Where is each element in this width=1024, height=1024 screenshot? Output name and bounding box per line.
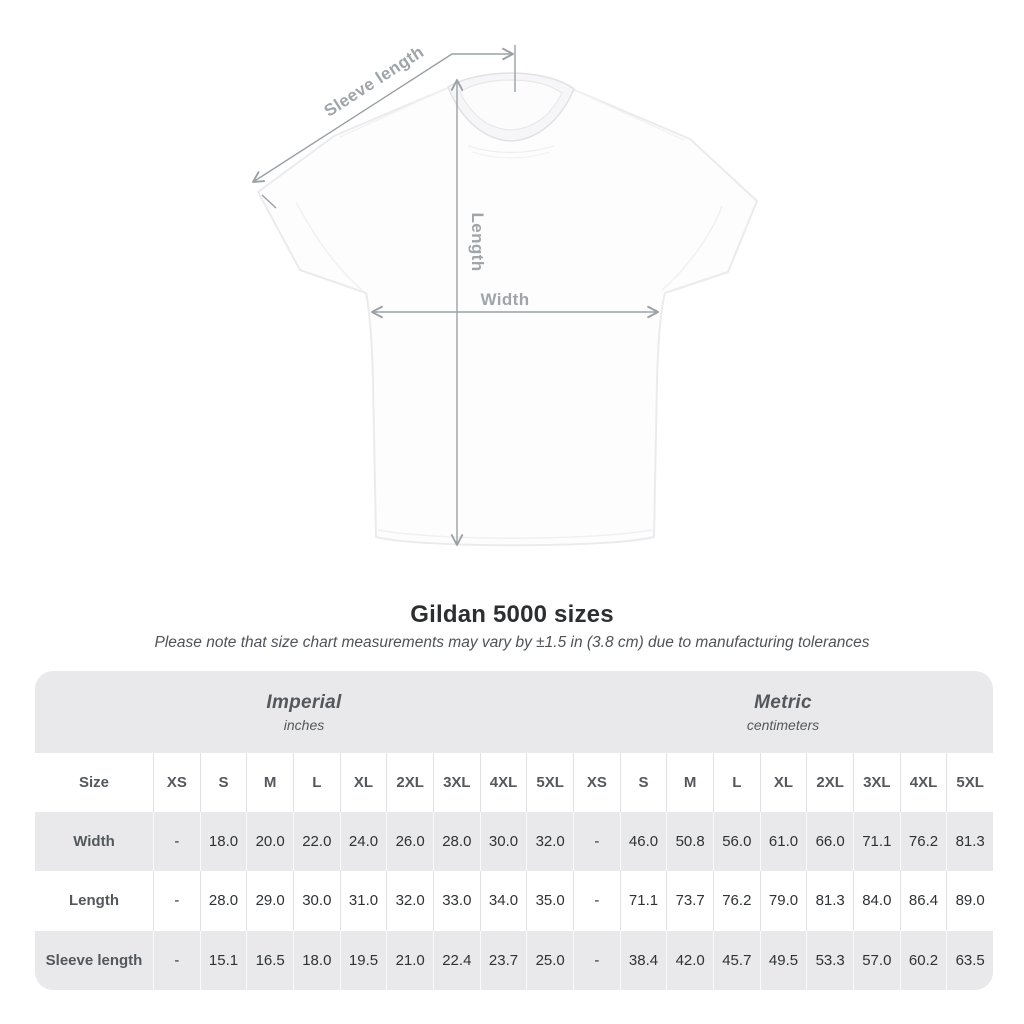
row-label-width: Width bbox=[73, 833, 115, 851]
table-cell: 21.0 bbox=[386, 930, 433, 990]
tshirt-graphic bbox=[257, 72, 758, 547]
table-cell: 33.0 bbox=[433, 871, 480, 931]
table-row-length: Length -28.0 29.0 30.0 31.0 32.0 33.0 34.0 35.0… bbox=[35, 871, 993, 931]
page-title: Gildan 5000 sizes bbox=[410, 601, 614, 628]
table-cell: 24.0 bbox=[339, 812, 387, 872]
table-cell: 81.3 bbox=[806, 871, 853, 931]
table-cell: 81.3 bbox=[946, 812, 993, 872]
table-cell: XS bbox=[153, 753, 200, 812]
table-cell: 45.7 bbox=[713, 930, 760, 990]
table-cell: 53.3 bbox=[806, 930, 853, 990]
table-cell: 5XL bbox=[946, 753, 993, 812]
size-table: Imperial inches Metric centimeters Size … bbox=[35, 671, 993, 990]
table-cell: 56.0 bbox=[713, 812, 760, 872]
table-cell: 25.0 bbox=[526, 930, 573, 990]
table-cell: - bbox=[153, 812, 200, 872]
table-cell: 18.0 bbox=[293, 930, 340, 990]
table-cell: - bbox=[573, 812, 620, 872]
length-label: Length bbox=[468, 212, 487, 271]
table-cell: 30.0 bbox=[479, 812, 527, 872]
table-cell: 2XL bbox=[806, 753, 853, 812]
table-cell: 23.7 bbox=[479, 930, 527, 990]
table-cell: XL bbox=[339, 753, 387, 812]
table-cell: 26.0 bbox=[386, 812, 433, 872]
table-cell: 73.7 bbox=[666, 871, 713, 931]
table-cell: 76.2 bbox=[713, 871, 760, 931]
table-cell: 34.0 bbox=[479, 871, 527, 931]
table-cell: 76.2 bbox=[899, 812, 947, 872]
table-cell: 3XL bbox=[853, 753, 900, 812]
table-cell: 71.1 bbox=[853, 812, 900, 872]
table-cell: L bbox=[713, 753, 760, 812]
table-cell: 57.0 bbox=[853, 930, 900, 990]
width-label: Width bbox=[480, 290, 529, 309]
unit-header-metric: Metric centimeters bbox=[573, 671, 993, 753]
table-cell: 35.0 bbox=[526, 871, 573, 931]
table-cell: 15.1 bbox=[199, 930, 247, 990]
table-cell: 84.0 bbox=[853, 871, 900, 931]
table-cell: 2XL bbox=[386, 753, 433, 812]
table-cell: 32.0 bbox=[386, 871, 433, 931]
table-cell: 20.0 bbox=[246, 812, 293, 872]
table-cell: 71.1 bbox=[619, 871, 667, 931]
table-cell: 28.0 bbox=[433, 812, 480, 872]
table-cell: 18.0 bbox=[199, 812, 247, 872]
table-cell: 86.4 bbox=[899, 871, 947, 931]
table-cell: S bbox=[199, 753, 247, 812]
table-cell: 89.0 bbox=[946, 871, 993, 931]
table-cell: 5XL bbox=[526, 753, 573, 812]
table-row-width: Width -18.0 20.0 22.0 24.0 26.0 28.0 30.0 32.0-… bbox=[35, 812, 993, 872]
table-cell: 28.0 bbox=[199, 871, 247, 931]
table-cell: - bbox=[573, 930, 620, 990]
table-cell: 61.0 bbox=[759, 812, 807, 872]
table-cell: L bbox=[293, 753, 340, 812]
table-cell: 66.0 bbox=[806, 812, 853, 872]
table-cell: 63.5 bbox=[946, 930, 993, 990]
table-cell: 4XL bbox=[899, 753, 947, 812]
table-cell: 22.0 bbox=[293, 812, 340, 872]
table-cell: 49.5 bbox=[759, 930, 807, 990]
table-cell: 60.2 bbox=[899, 930, 947, 990]
table-cell: M bbox=[246, 753, 293, 812]
row-label-sleeve-length: Sleeve length bbox=[45, 951, 143, 969]
table-cell: 3XL bbox=[433, 753, 480, 812]
table-cell: 42.0 bbox=[666, 930, 713, 990]
sleeve-tick-line bbox=[261, 194, 277, 209]
table-cell: 22.4 bbox=[433, 930, 480, 990]
sleeve-length-arrow bbox=[252, 47, 514, 183]
table-cell: S bbox=[619, 753, 667, 812]
page-subtitle: Please note that size chart measurements… bbox=[154, 634, 870, 651]
unit-name-imperial: Imperial bbox=[266, 691, 342, 713]
table-cell: 32.0 bbox=[526, 812, 573, 872]
tshirt-measurement-diagram: Sleeve length Length Width bbox=[252, 42, 758, 547]
table-cell: 29.0 bbox=[246, 871, 293, 931]
table-cell: XS bbox=[573, 753, 620, 812]
size-header-label: Size bbox=[78, 774, 109, 791]
table-cell: - bbox=[153, 930, 200, 990]
size-header-row: Size XS S M L XL 2XL 3XL 4XL 5XL XS S M L XL 2XL 3XL 4XL… bbox=[35, 753, 993, 812]
table-row-sleeve-length: Sleeve length -15.1 16.5 18.0 19.5 21.0 22.4 2… bbox=[35, 930, 993, 990]
unit-sub-centimeters: centimeters bbox=[746, 716, 820, 733]
table-cell: 50.8 bbox=[666, 812, 713, 872]
table-cell: - bbox=[153, 871, 200, 931]
table-cell: - bbox=[573, 871, 620, 931]
row-label-length: Length bbox=[69, 892, 119, 910]
table-cell: 4XL bbox=[479, 753, 527, 812]
table-cell: 38.4 bbox=[619, 930, 667, 990]
table-cell: XL bbox=[759, 753, 807, 812]
unit-header-row: Imperial inches Metric centimeters bbox=[35, 671, 993, 753]
table-cell: 79.0 bbox=[759, 871, 807, 931]
unit-header-imperial: Imperial inches bbox=[35, 671, 573, 753]
unit-sub-inches: inches bbox=[283, 716, 325, 733]
unit-name-metric: Metric bbox=[754, 691, 812, 713]
table-cell: 31.0 bbox=[339, 871, 387, 931]
table-cell: 46.0 bbox=[619, 812, 667, 872]
table-cell: 30.0 bbox=[293, 871, 340, 931]
table-cell: 16.5 bbox=[246, 930, 293, 990]
table-cell: 19.5 bbox=[339, 930, 387, 990]
table-cell: M bbox=[666, 753, 713, 812]
